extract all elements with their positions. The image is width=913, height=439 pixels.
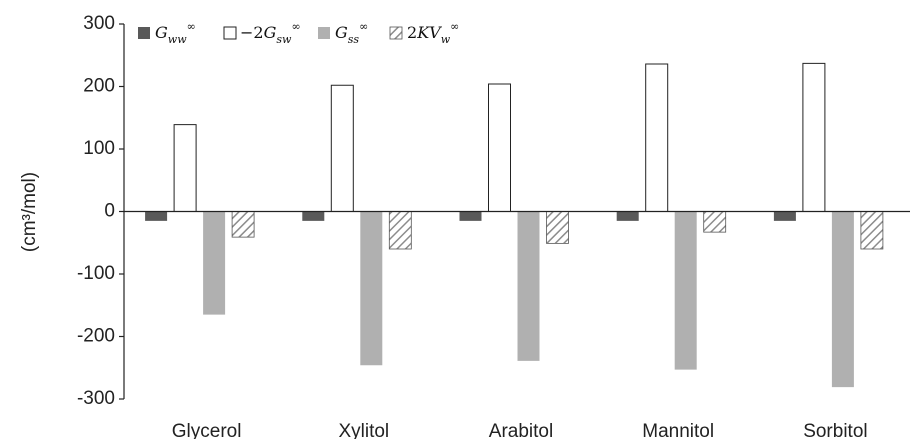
y-tick-label: 100 <box>83 138 115 159</box>
bar-glycerol-series-1 <box>145 211 168 221</box>
x-tick-label: Sorbitol <box>803 421 867 439</box>
legend-label-gww: Gww∞ <box>155 20 196 46</box>
x-tick-label: Glycerol <box>172 421 242 439</box>
legend-label-gsw: −2Gsw∞ <box>240 20 301 46</box>
bar-mannitol-series-4 <box>703 211 727 233</box>
y-tick-label: 300 <box>83 13 115 34</box>
bar-mannitol-series-2 <box>645 63 669 212</box>
x-tick-label: Arabitol <box>489 421 553 439</box>
y-axis: 300 200 100 0 -100 -200 -300 <box>77 13 124 409</box>
bar-sorbitol-series-4 <box>860 211 884 250</box>
bar-arabitol-series-2 <box>488 83 511 212</box>
bars-group <box>145 62 884 388</box>
bar-sorbitol-series-2 <box>802 62 826 212</box>
bar-xylitol-series-2 <box>330 84 354 212</box>
bar-arabitol-series-4 <box>546 211 569 244</box>
legend-label-kvw: 2KVw∞ <box>407 20 459 46</box>
legend-swatch-kvw <box>389 26 403 40</box>
bar-arabitol-series-1 <box>459 211 482 221</box>
bar-mannitol-series-3 <box>674 211 697 370</box>
legend-label-gss: Gss∞ <box>335 20 368 46</box>
bar-sorbitol-series-3 <box>831 211 854 388</box>
bar-glycerol-series-2 <box>173 124 197 212</box>
bar-glycerol-series-3 <box>203 211 226 315</box>
bar-glycerol-series-4 <box>231 211 255 238</box>
bar-sorbitol-series-1 <box>773 211 796 221</box>
legend-swatch-gss <box>318 27 330 39</box>
y-tick-label: 200 <box>83 76 115 97</box>
bar-xylitol-series-3 <box>360 211 383 366</box>
x-tick-label: Xylitol <box>338 421 389 439</box>
x-axis: Glycerol Xylitol Arabitol Mannitol Sorbitol <box>172 421 868 439</box>
bar-xylitol-series-1 <box>302 211 325 221</box>
x-tick-label: Mannitol <box>642 421 714 439</box>
legend: Gww∞ −2Gsw∞ Gss∞ 2KVw∞ <box>138 20 459 46</box>
bar-mannitol-series-1 <box>616 211 639 221</box>
legend-swatch-gsw <box>223 26 237 40</box>
y-tick-label: -100 <box>77 263 115 284</box>
y-tick-label: -300 <box>77 388 115 409</box>
bar-xylitol-series-4 <box>388 211 412 250</box>
legend-swatch-gww <box>138 27 150 39</box>
y-axis-label: (cm³/mol) <box>19 172 40 252</box>
bar-arabitol-series-3 <box>517 211 540 361</box>
y-tick-label: 0 <box>104 201 115 222</box>
y-tick-label: -200 <box>77 326 115 347</box>
